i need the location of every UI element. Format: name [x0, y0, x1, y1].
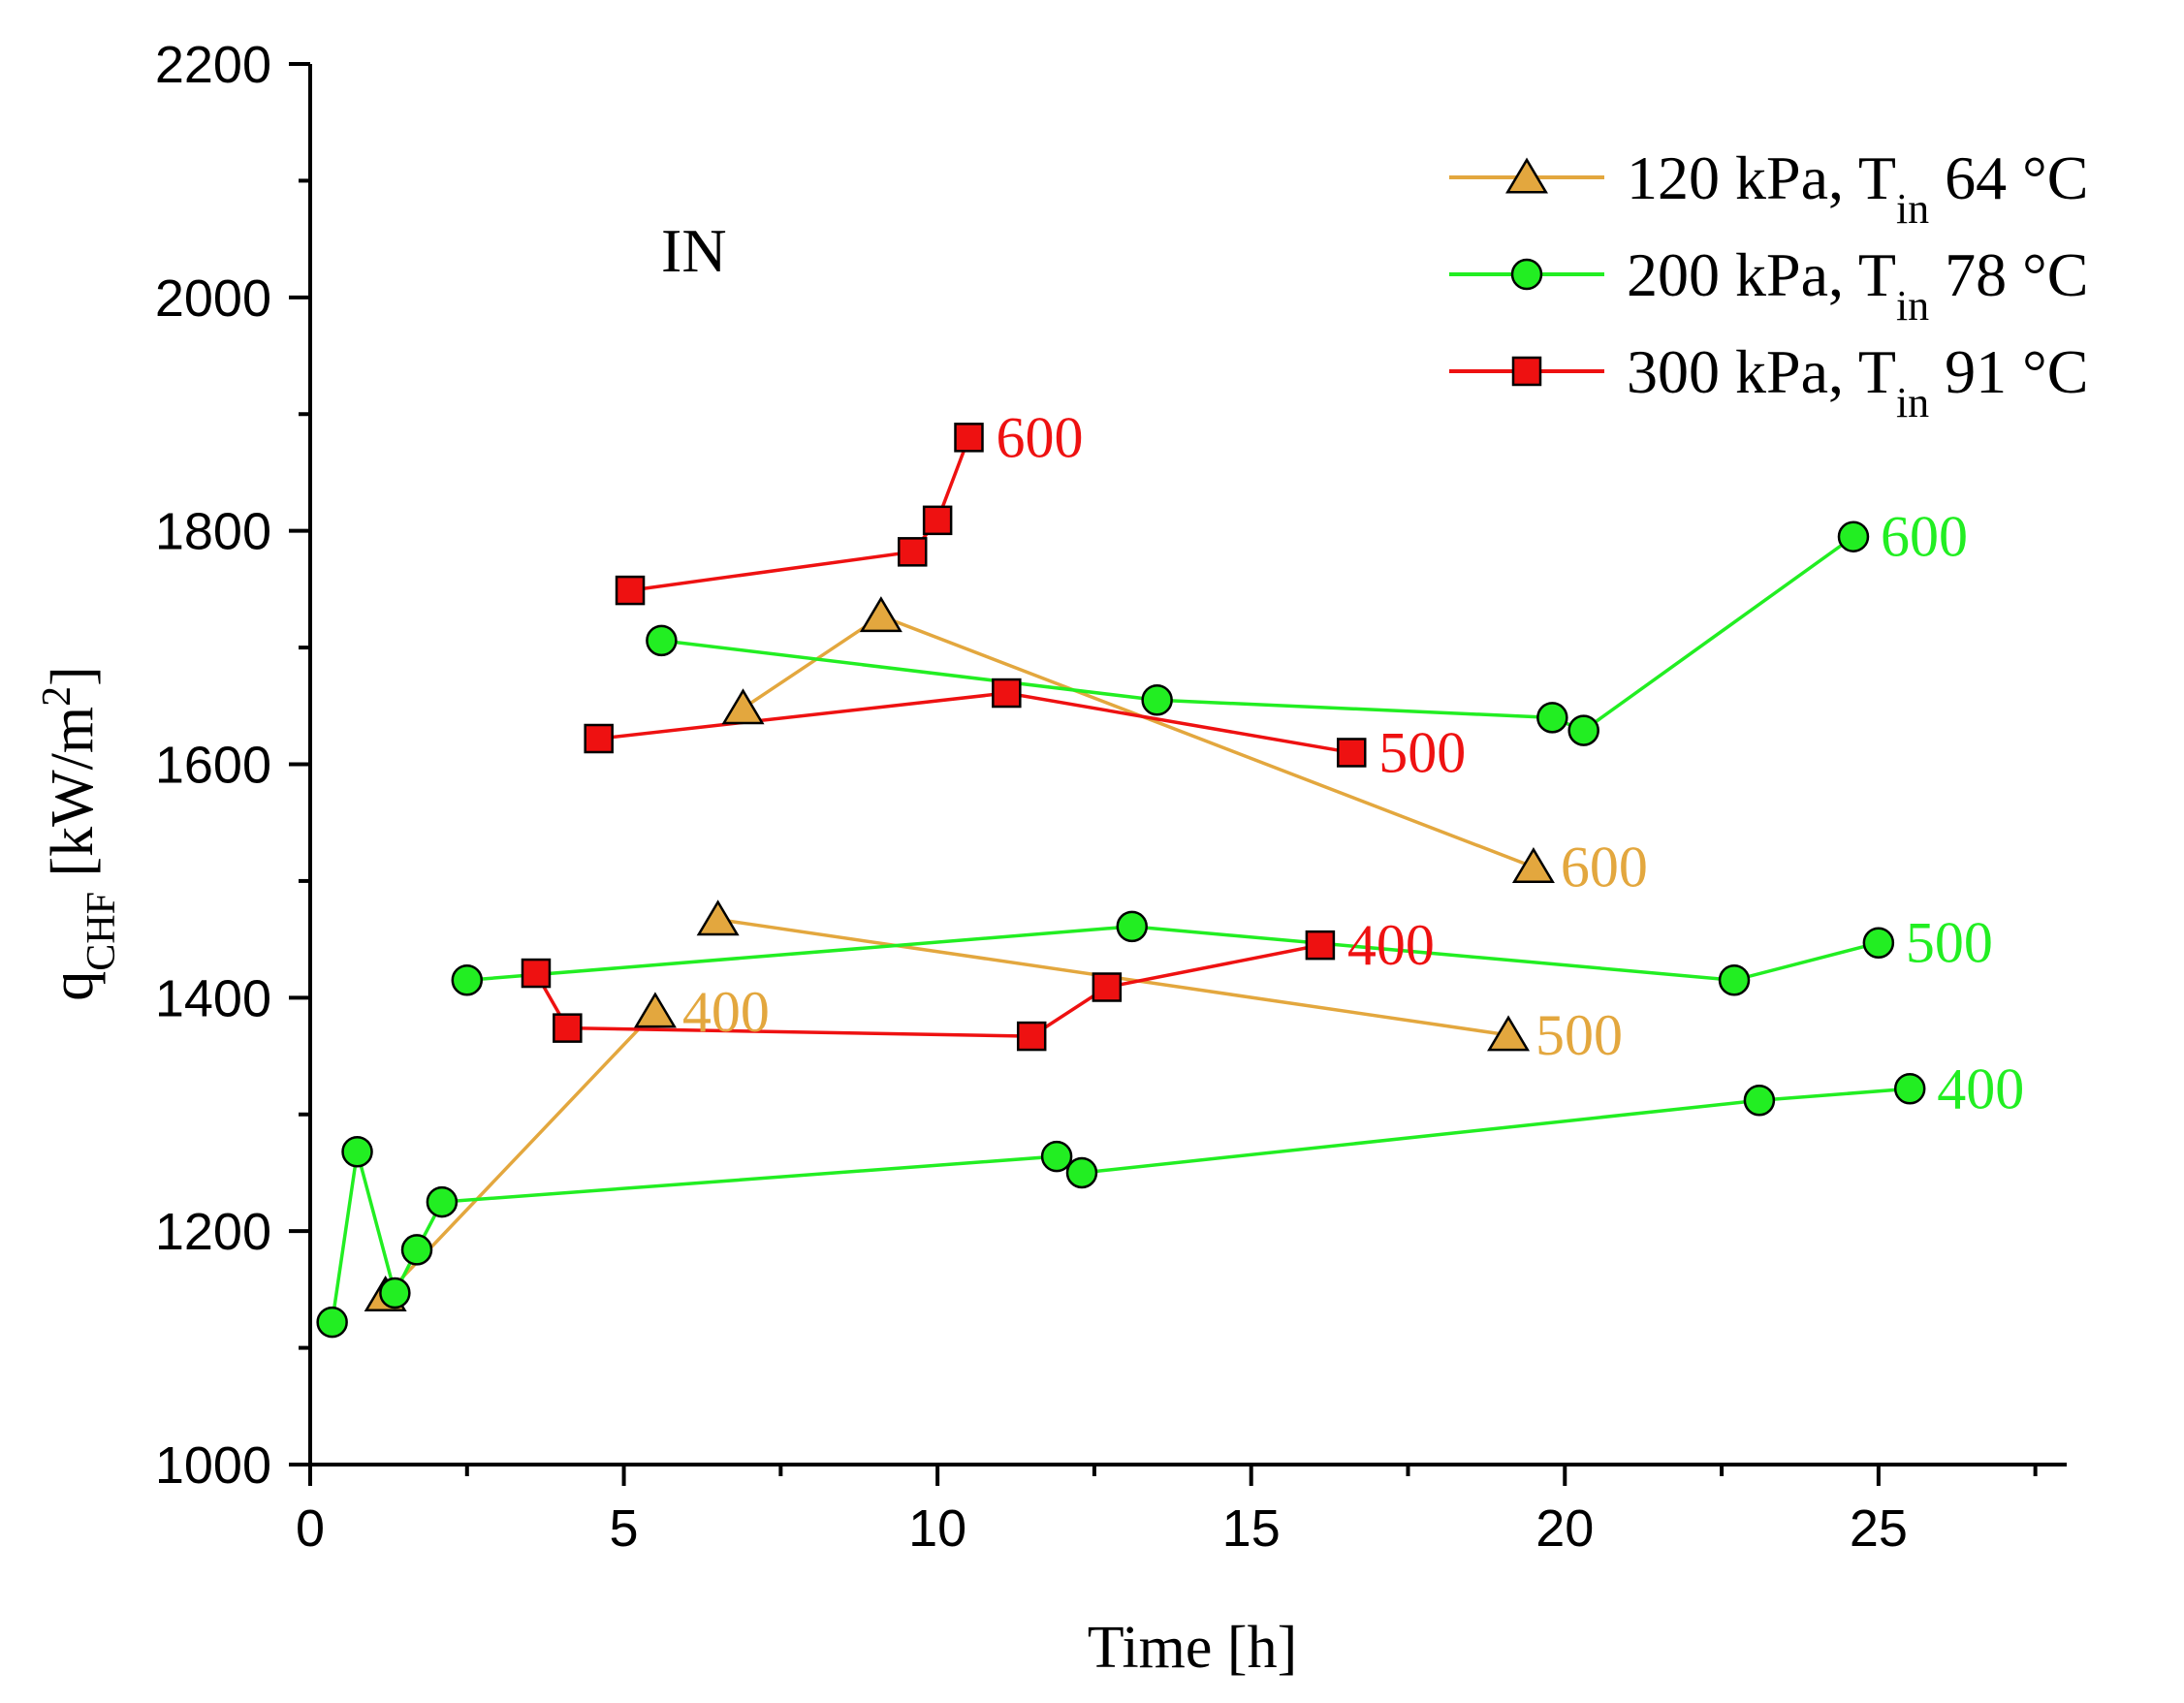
data-point-120-kpa	[696, 899, 740, 936]
data-point-300-kpa	[1016, 1021, 1047, 1052]
data-point-300-kpa	[615, 575, 646, 606]
data-point-200-kpa	[1536, 702, 1568, 734]
legend-marker	[1511, 356, 1542, 387]
y-axis-title: qCHF [kW/m2]	[35, 666, 124, 1000]
data-point-200-kpa	[341, 1136, 373, 1168]
x-tick-label: 0	[296, 1499, 325, 1558]
data-point-200-kpa	[1567, 714, 1599, 746]
legend-item-120-kpa: 120 kPa, Tin 64 °C	[1449, 143, 2088, 233]
y-tick-label: 1200	[155, 1203, 271, 1261]
y-tick-label: 1000	[155, 1436, 271, 1495]
x-tick-label: 20	[1535, 1499, 1594, 1558]
y-tick-label: 1800	[155, 503, 271, 561]
point-label-200-kpa: 400	[1937, 1056, 2024, 1120]
data-point-200-kpa	[1116, 910, 1149, 943]
point-labels: 400 600 500 400 500 600 400 500 600	[682, 405, 2024, 1120]
data-point-120-kpa	[859, 596, 902, 633]
point-label-120-kpa: 500	[1535, 1003, 1623, 1067]
series-line-300-kpa	[629, 436, 971, 592]
data-point-200-kpa	[451, 964, 484, 996]
data-point-300-kpa	[992, 678, 1022, 709]
y-tick-label: 2200	[155, 36, 271, 94]
data-point-200-kpa	[1837, 520, 1870, 552]
data-point-200-kpa	[1040, 1140, 1073, 1173]
data-point-200-kpa	[1141, 684, 1173, 716]
point-label-120-kpa: 400	[682, 980, 770, 1044]
legend-marker	[1510, 258, 1543, 291]
x-tick-label: 25	[1850, 1499, 1908, 1558]
data-point-200-kpa	[1893, 1073, 1926, 1105]
y-axis-title-unit-end: ]	[40, 666, 106, 686]
data-point-300-kpa	[898, 537, 928, 567]
data-point-300-kpa	[922, 505, 953, 536]
data-point-120-kpa	[1511, 847, 1555, 884]
point-label-300-kpa: 500	[1378, 720, 1466, 784]
data-point-200-kpa	[1743, 1085, 1776, 1117]
y-axis-title-main: q	[40, 971, 106, 1001]
series-line-200-kpa	[466, 925, 1880, 983]
legend-label: 300 kPa, Tin 91 °C	[1627, 337, 2088, 426]
data-point-300-kpa	[553, 1013, 583, 1043]
x-tick-label: 5	[610, 1499, 639, 1558]
data-point-200-kpa	[400, 1234, 433, 1266]
y-tick-label: 1600	[155, 737, 271, 795]
data-point-120-kpa	[721, 688, 765, 725]
data-point-120-kpa	[633, 992, 677, 1028]
point-label-300-kpa: 600	[997, 405, 1084, 469]
point-label-200-kpa: 600	[1881, 505, 1968, 569]
data-point-300-kpa	[1305, 930, 1336, 961]
y-tick-label: 1400	[155, 969, 271, 1027]
legend-marker	[1505, 157, 1548, 194]
y-axis-title-sub: CHF	[79, 892, 124, 971]
y-axis-title-unit-sup: 2	[35, 686, 79, 707]
point-label-300-kpa: 400	[1347, 913, 1435, 977]
data-point-300-kpa	[954, 423, 984, 453]
legend-label: 120 kPa, Tin 64 °C	[1627, 143, 2088, 233]
point-label-120-kpa: 600	[1561, 835, 1648, 899]
x-tick-label: 10	[908, 1499, 966, 1558]
data-point-300-kpa	[1092, 972, 1123, 1002]
x-tick-label: 15	[1222, 1499, 1281, 1558]
annotation-in: IN	[661, 216, 727, 285]
data-point-200-kpa	[646, 624, 678, 657]
data-point-200-kpa	[426, 1185, 459, 1218]
data-point-200-kpa	[1862, 927, 1895, 959]
data-point-120-kpa	[1487, 1015, 1531, 1052]
y-tick-labels: 1000 1200 1400 1600 1800 2000 2200	[155, 36, 271, 1495]
y-axis-title-unit: [kW/m	[40, 707, 106, 892]
data-point-200-kpa	[379, 1277, 411, 1309]
x-tick-labels: 0 5 10 15 20 25	[296, 1499, 1908, 1558]
x-axis-title: Time [h]	[1088, 1615, 1297, 1681]
data-point-300-kpa	[1337, 738, 1367, 768]
legend-label: 200 kPa, Tin 78 °C	[1627, 240, 2088, 330]
data-point-300-kpa	[521, 958, 552, 989]
point-label-200-kpa: 500	[1906, 911, 1993, 975]
data-point-300-kpa	[584, 723, 614, 754]
y-tick-label: 2000	[155, 269, 271, 328]
series-markers	[316, 423, 1926, 1339]
data-point-200-kpa	[1065, 1156, 1098, 1189]
legend-item-300-kpa: 300 kPa, Tin 91 °C	[1449, 337, 2088, 426]
data-point-200-kpa	[1718, 964, 1751, 996]
legend-item-200-kpa: 200 kPa, Tin 78 °C	[1449, 240, 2088, 330]
data-point-200-kpa	[316, 1306, 348, 1339]
